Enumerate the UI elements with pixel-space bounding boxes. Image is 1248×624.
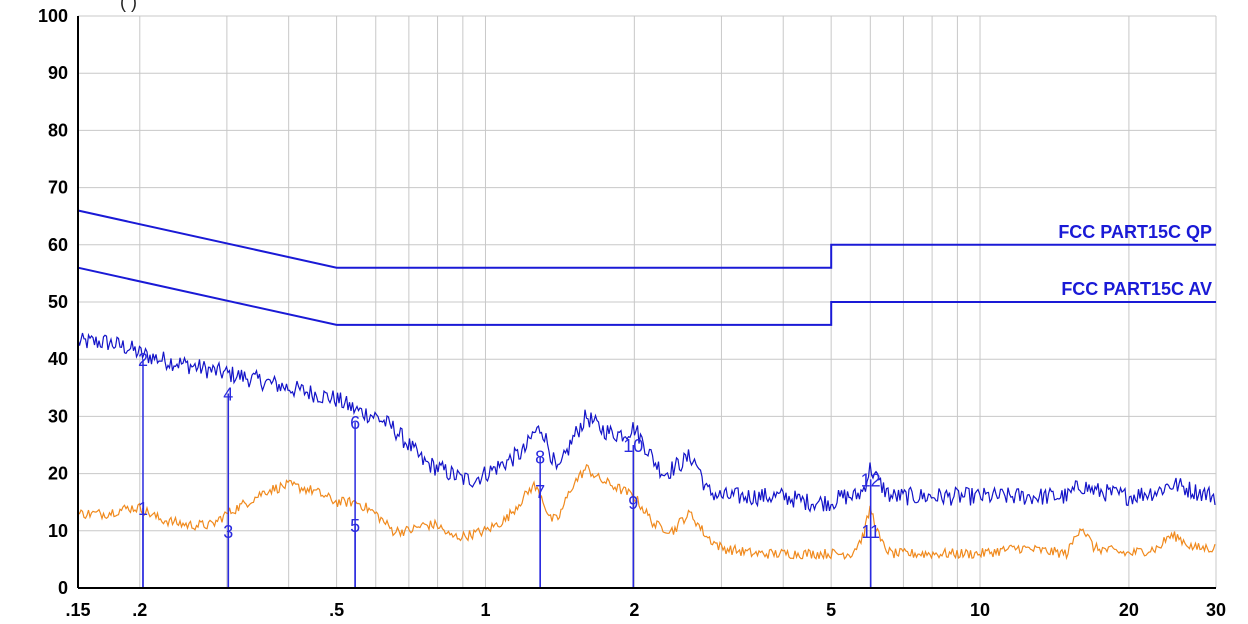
x-tick-label-1: .2 bbox=[132, 600, 147, 620]
x-tick-label-3: 1 bbox=[480, 600, 490, 620]
y-tick-label-5: 50 bbox=[48, 292, 68, 312]
markers: 123456789101112 bbox=[138, 350, 881, 588]
limit-lines: FCC PART15C QP FCC PART15C AV bbox=[77, 209, 1216, 326]
marker-label-2: 2 bbox=[138, 350, 148, 370]
limit-label-0: FCC PART15C QP bbox=[1058, 222, 1212, 242]
y-tick-label-8: 80 bbox=[48, 120, 68, 140]
limit-line-0 bbox=[77, 209, 1216, 269]
x-tick-label-4: 2 bbox=[629, 600, 639, 620]
y-tick-label-6: 60 bbox=[48, 235, 68, 255]
y-tick-labels: 0 10 20 30 40 50 60 70 80 90 100 bbox=[38, 6, 68, 598]
x-tick-label-5: 5 bbox=[826, 600, 836, 620]
grid bbox=[77, 15, 1217, 589]
x-tick-label-7: 20 bbox=[1119, 600, 1139, 620]
series-trace-1 bbox=[77, 463, 1216, 561]
limit-label-1: FCC PART15C AV bbox=[1061, 279, 1212, 299]
x-tick-label-0: .15 bbox=[65, 600, 90, 620]
marker-label-6: 6 bbox=[350, 413, 360, 433]
limit-line-1 bbox=[77, 266, 1216, 326]
header-fragment: ( ) bbox=[120, 0, 137, 12]
y-tick-label-3: 30 bbox=[48, 406, 68, 426]
y-tick-label-10: 100 bbox=[38, 6, 68, 26]
x-tick-label-8: 30 bbox=[1206, 600, 1226, 620]
axes bbox=[77, 16, 1216, 589]
marker-label-10: 10 bbox=[623, 436, 643, 456]
y-tick-label-0: 0 bbox=[58, 578, 68, 598]
marker-label-4: 4 bbox=[223, 385, 233, 405]
marker-label-8: 8 bbox=[535, 447, 545, 467]
x-tick-label-6: 10 bbox=[970, 600, 990, 620]
y-tick-label-9: 90 bbox=[48, 63, 68, 83]
x-tick-labels: .15 .2 .5 1 2 5 10 20 30 bbox=[65, 600, 1226, 620]
y-tick-label-2: 20 bbox=[48, 464, 68, 484]
y-tick-label-4: 40 bbox=[48, 349, 68, 369]
x-tick-label-2: .5 bbox=[329, 600, 344, 620]
marker-label-12: 12 bbox=[861, 470, 881, 490]
series-trace-0 bbox=[77, 332, 1216, 513]
y-tick-label-7: 70 bbox=[48, 178, 68, 198]
data-series bbox=[77, 332, 1216, 561]
y-tick-label-1: 10 bbox=[48, 521, 68, 541]
